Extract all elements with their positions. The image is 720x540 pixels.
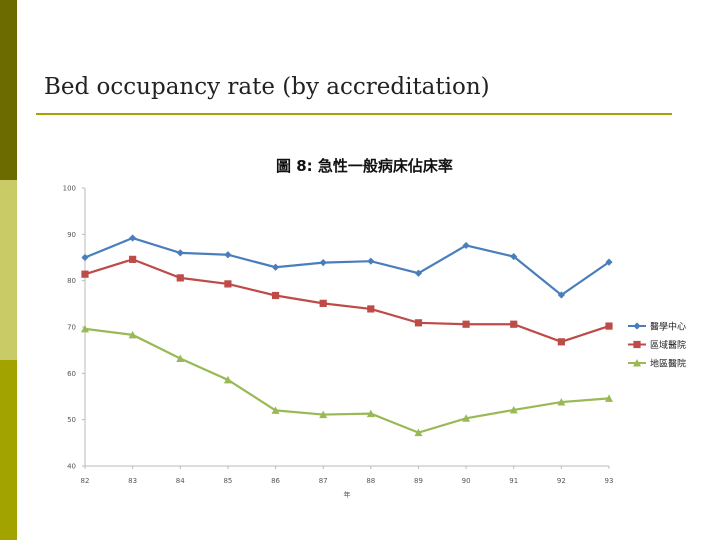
y-tick-label: 100 — [63, 185, 76, 193]
x-tick-label: 82 — [81, 477, 90, 485]
data-point — [462, 241, 470, 250]
x-tick-label: 85 — [223, 477, 232, 485]
series-line — [84, 327, 610, 434]
legend-marker — [633, 340, 641, 349]
x-tick-label: 87 — [319, 477, 328, 485]
x-tick-label: 84 — [176, 477, 185, 485]
data-point — [176, 354, 185, 363]
data-point — [176, 249, 184, 257]
y-tick-label: 40 — [67, 463, 76, 471]
data-point — [557, 291, 565, 299]
data-point — [510, 320, 518, 328]
data-point — [128, 330, 137, 339]
data-point — [605, 322, 613, 330]
x-tick-label: 86 — [271, 477, 280, 485]
x-tick-label: 89 — [414, 477, 423, 485]
data-point — [223, 375, 232, 384]
y-tick-label: 90 — [67, 231, 76, 239]
y-tick-label: 50 — [67, 416, 76, 424]
data-point — [510, 252, 518, 261]
legend-marker — [633, 359, 641, 367]
sidebar-decoration — [0, 0, 17, 540]
data-point — [366, 409, 375, 418]
data-point — [129, 255, 137, 263]
data-point — [557, 398, 566, 406]
sidebar-segment-dark — [0, 0, 17, 180]
x-tick-label: 90 — [462, 477, 471, 485]
slide-title: Bed occupancy rate (by accreditation) — [44, 74, 490, 100]
sidebar-segment-light — [0, 180, 17, 360]
series-line — [84, 258, 610, 343]
y-tick-label: 80 — [67, 277, 76, 285]
x-axis-title: 年 — [344, 490, 351, 499]
data-point — [271, 263, 280, 271]
y-tick-label: 70 — [67, 324, 76, 332]
data-point — [414, 319, 423, 327]
data-point — [176, 274, 184, 282]
data-point — [224, 280, 232, 288]
data-point — [319, 299, 327, 307]
data-point — [319, 258, 327, 267]
data-point — [81, 324, 89, 333]
title-rule — [36, 113, 672, 115]
data-point — [605, 394, 613, 402]
data-point — [509, 405, 518, 414]
data-point — [462, 414, 471, 422]
x-tick-label: 92 — [557, 477, 566, 485]
data-point — [224, 251, 232, 259]
data-point — [414, 269, 423, 277]
data-point — [557, 338, 565, 346]
data-point — [367, 305, 375, 313]
data-point — [367, 257, 375, 265]
x-tick-label: 93 — [605, 477, 614, 485]
series-line — [84, 236, 610, 297]
legend-label: 區域醫院 — [650, 339, 686, 351]
data-point — [81, 253, 89, 262]
data-point — [81, 270, 89, 278]
data-point — [271, 291, 280, 300]
chart-title: 圖 8: 急性一般病床佔床率 — [276, 157, 453, 175]
legend-label: 醫學中心 — [650, 321, 686, 333]
data-point — [319, 410, 328, 419]
data-point — [414, 428, 423, 437]
y-tick-label: 60 — [67, 370, 76, 378]
data-point — [462, 320, 470, 328]
x-tick-label: 83 — [128, 477, 137, 485]
data-point — [271, 406, 280, 414]
legend-marker — [633, 322, 641, 330]
x-tick-label: 91 — [509, 477, 518, 485]
x-tick-label: 88 — [366, 477, 375, 485]
data-point — [605, 258, 613, 266]
sidebar-segment-mid — [0, 360, 17, 540]
legend-label: 地區醫院 — [650, 358, 686, 370]
data-point — [129, 234, 137, 242]
